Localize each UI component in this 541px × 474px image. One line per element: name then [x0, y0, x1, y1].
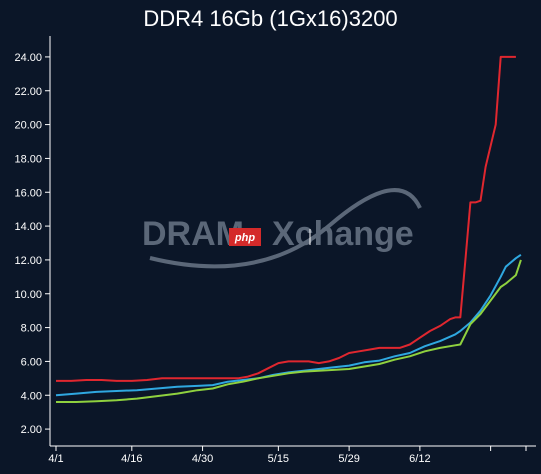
php-badge	[229, 228, 261, 246]
x-tick-label: 4/16	[121, 453, 142, 465]
y-tick-label: 4.00	[21, 390, 42, 402]
watermark-swoosh	[149, 188, 422, 269]
chart-axes: 2.00 4.00 6.00 8.00 10.00 12.00 14.00 16.00 18.0…	[14, 36, 536, 465]
series-line-3	[56, 259, 522, 403]
y-tick-label: 2.00	[21, 424, 42, 436]
y-tick-label: 18.00	[14, 153, 42, 165]
chart-series	[55, 55, 522, 403]
y-tick-label: 22.00	[14, 86, 42, 98]
y-tick-label: 6.00	[21, 356, 42, 368]
x-tick-label: 4/30	[192, 453, 213, 465]
y-tick-label: 20.00	[14, 120, 42, 132]
x-tick-label: 4/1	[48, 453, 63, 465]
x-tick-label: 5/29	[338, 453, 359, 465]
series-line-1	[56, 55, 516, 382]
y-tick-label: 12.00	[14, 255, 42, 267]
y-tick-label: 10.00	[14, 289, 42, 301]
chart-title: DDR4 16Gb (1Gx16)3200	[143, 6, 398, 31]
y-tick-label: 14.00	[14, 221, 42, 233]
y-tick-label: 24.00	[14, 52, 42, 64]
x-tick-label: 5/15	[268, 453, 289, 465]
x-tick-label: 6/12	[409, 453, 430, 465]
watermark-text-left: DRAM	[142, 215, 244, 253]
y-tick-label: 16.00	[14, 187, 42, 199]
php-badge-text: php	[234, 232, 255, 244]
series-line-2	[55, 253, 522, 397]
y-tick-label: 8.00	[21, 323, 42, 335]
